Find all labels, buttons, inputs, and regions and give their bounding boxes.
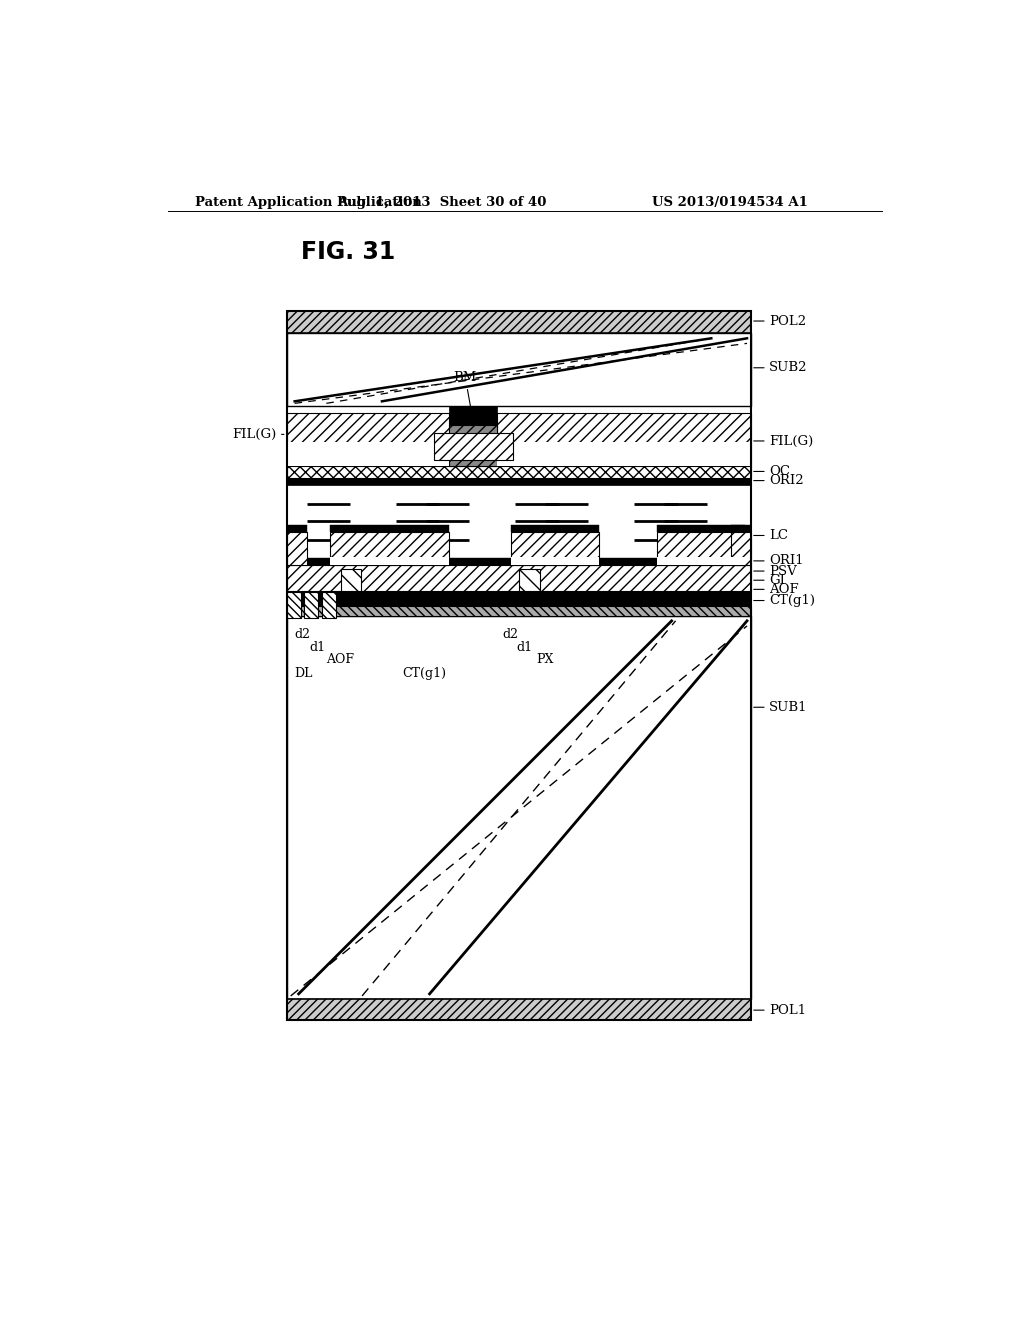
Text: d2: d2 <box>295 628 310 642</box>
Bar <box>287 591 751 606</box>
Text: AOF: AOF <box>769 583 799 595</box>
Bar <box>497 412 751 466</box>
Text: OC: OC <box>769 465 791 478</box>
Text: ORI2: ORI2 <box>769 474 804 487</box>
Text: Aug. 1, 2013  Sheet 30 of 40: Aug. 1, 2013 Sheet 30 of 40 <box>337 195 546 209</box>
Bar <box>287 312 751 333</box>
Bar <box>341 569 361 591</box>
Text: POL1: POL1 <box>769 1003 806 1016</box>
Text: Patent Application Publication: Patent Application Publication <box>196 195 422 209</box>
Bar <box>331 557 450 565</box>
Bar <box>731 525 751 532</box>
Bar <box>287 478 751 484</box>
Bar <box>287 442 450 466</box>
Bar <box>287 312 751 1020</box>
Text: BM: BM <box>454 371 477 418</box>
Text: FIG. 31: FIG. 31 <box>301 240 395 264</box>
Text: CT(g1): CT(g1) <box>769 594 815 607</box>
Bar <box>304 593 318 618</box>
Text: DL: DL <box>295 667 313 680</box>
Bar <box>657 557 744 565</box>
Bar <box>287 532 306 565</box>
Bar <box>511 532 599 565</box>
Bar <box>511 525 599 532</box>
Bar <box>657 525 744 532</box>
Text: CT(g1): CT(g1) <box>401 667 445 680</box>
Text: AOF: AOF <box>327 653 354 667</box>
Bar <box>287 565 751 591</box>
Bar <box>287 333 751 407</box>
Bar <box>287 615 751 999</box>
Text: ORI1: ORI1 <box>769 554 804 568</box>
Bar <box>331 532 450 565</box>
Bar <box>731 532 751 565</box>
Text: d2: d2 <box>503 628 518 642</box>
Bar <box>287 558 751 565</box>
Bar <box>287 484 751 565</box>
Text: FIL(G): FIL(G) <box>769 434 813 447</box>
Bar <box>287 606 751 615</box>
Bar <box>287 999 751 1020</box>
Text: SUB2: SUB2 <box>769 362 808 375</box>
Text: PSV: PSV <box>769 565 797 578</box>
Text: d1: d1 <box>309 642 325 655</box>
Text: POL2: POL2 <box>769 314 806 327</box>
Bar <box>450 425 497 466</box>
Bar <box>433 433 513 461</box>
Bar <box>519 569 540 591</box>
Bar <box>322 593 336 618</box>
Bar <box>287 525 306 532</box>
Bar <box>657 532 744 565</box>
Text: FIL(G): FIL(G) <box>232 428 276 441</box>
Text: d1: d1 <box>517 642 532 655</box>
Text: LC: LC <box>769 529 788 543</box>
Bar <box>497 442 751 466</box>
Bar <box>287 466 751 478</box>
Text: GI: GI <box>769 574 785 586</box>
Bar <box>331 525 450 532</box>
Text: SUB1: SUB1 <box>769 701 808 714</box>
Text: PX: PX <box>537 653 554 667</box>
Bar <box>287 412 450 466</box>
Text: US 2013/0194534 A1: US 2013/0194534 A1 <box>652 195 808 209</box>
Bar <box>511 557 599 565</box>
Bar <box>287 593 301 618</box>
Bar <box>450 407 497 425</box>
